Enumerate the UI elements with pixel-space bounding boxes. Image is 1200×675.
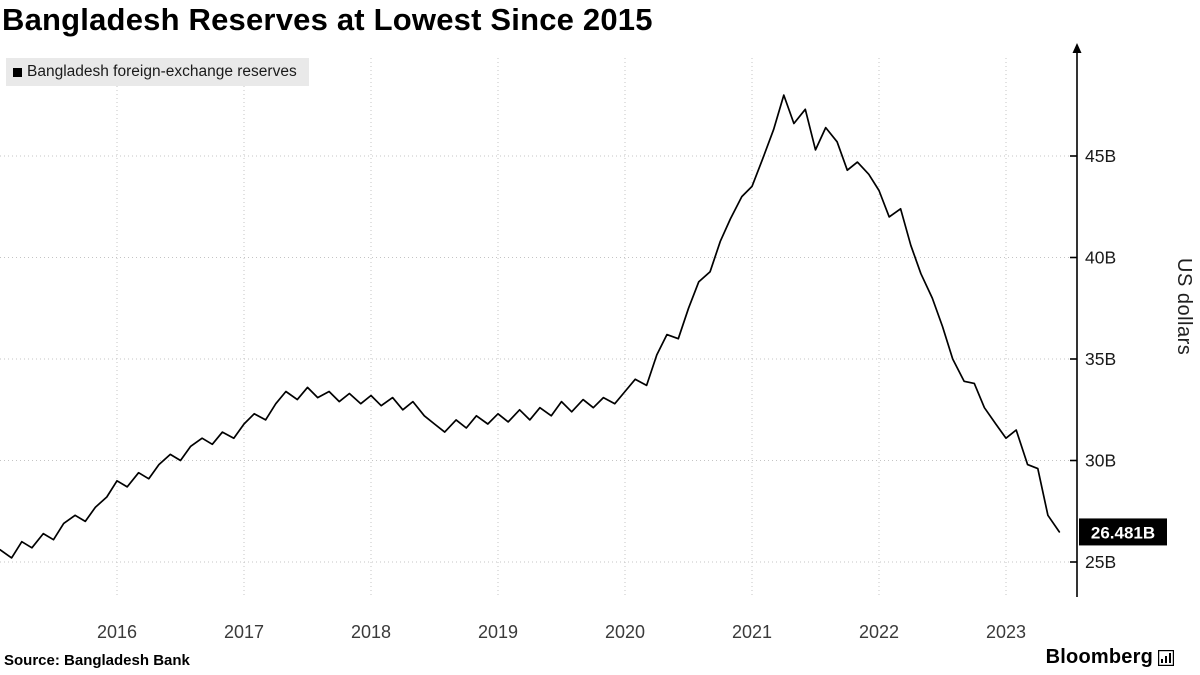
x-tick-label: 2021 bbox=[732, 622, 772, 642]
legend-label: Bangladesh foreign-exchange reserves bbox=[27, 63, 297, 80]
x-tick-label: 2019 bbox=[478, 622, 518, 642]
x-tick-label: 2017 bbox=[224, 622, 264, 642]
x-tick-label: 2023 bbox=[986, 622, 1026, 642]
bloomberg-logo: Bloomberg bbox=[1046, 646, 1174, 669]
series-line-bangladesh-reserves bbox=[0, 94, 1061, 559]
x-tick-label: 2022 bbox=[859, 622, 899, 642]
y-tick-label: 35B bbox=[1085, 349, 1116, 369]
y-tick-label: 45B bbox=[1085, 146, 1116, 166]
last-value-label-box bbox=[1079, 518, 1167, 546]
legend-swatch-icon bbox=[13, 67, 22, 77]
last-value-label: 26.481B bbox=[1091, 523, 1155, 542]
page-title: Bangladesh Reserves at Lowest Since 2015 bbox=[2, 2, 653, 37]
x-tick-label: 2020 bbox=[605, 622, 645, 642]
y-tick-label: 25B bbox=[1085, 552, 1116, 572]
source-credit: Source: Bangladesh Bank bbox=[4, 652, 190, 669]
y-tick-label: 40B bbox=[1085, 248, 1116, 268]
y-axis-title: US dollars bbox=[1173, 258, 1195, 356]
y-tick-label: 30B bbox=[1085, 451, 1116, 471]
bloomberg-wordmark: Bloomberg bbox=[1045, 646, 1153, 668]
x-tick-label: 2016 bbox=[97, 622, 137, 642]
bloomberg-chart-icon bbox=[1158, 649, 1174, 666]
legend: Bangladesh foreign-exchange reserves bbox=[6, 58, 309, 86]
y-axis-arrow-icon bbox=[1072, 43, 1082, 53]
x-tick-label: 2018 bbox=[351, 622, 391, 642]
